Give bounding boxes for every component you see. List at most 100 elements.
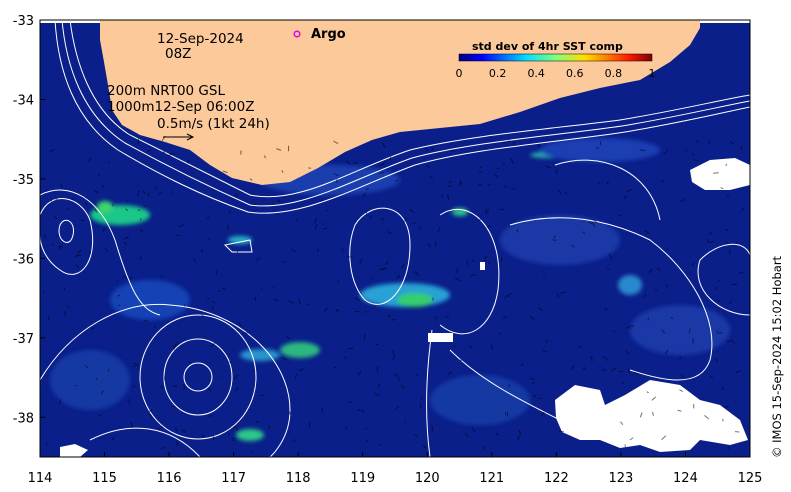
current-vector [656,267,661,272]
current-vector [321,407,324,413]
current-vector [222,170,228,174]
current-vector [478,170,482,174]
current-vector [665,349,669,354]
current-vector [345,426,348,430]
current-vector [314,224,318,229]
current-vector [268,425,271,429]
current-vector [469,345,473,349]
current-vector [290,248,297,253]
current-vector [716,329,719,334]
current-vector [365,427,368,430]
current-vector [386,231,392,234]
current-vector [601,369,607,371]
current-vector [588,221,593,225]
current-vector [688,328,691,334]
current-vector [333,366,337,369]
current-vector [661,435,667,441]
current-vector [619,370,624,373]
x-tick-label: 125 [738,471,763,486]
current-vector [235,193,238,197]
current-vector [590,356,593,362]
current-vector [254,297,257,301]
current-vector [63,287,66,291]
current-vector [626,188,633,193]
current-vector [502,316,507,320]
current-vector [365,438,370,443]
current-vector [49,148,56,152]
argo-marker-icon [293,30,301,38]
current-vector [111,436,116,441]
current-vector [389,156,392,161]
current-vector [648,268,653,274]
current-vector [639,149,646,152]
current-vector [736,369,741,374]
current-vector [76,249,82,255]
current-vector [186,159,190,164]
current-vector [611,367,617,372]
current-vector [323,307,328,313]
current-vector [235,387,239,392]
current-vector [485,209,487,215]
current-vector [472,427,476,433]
current-vector [56,234,59,238]
current-vector [143,319,148,322]
current-vector [663,151,666,155]
current-vector [599,141,602,145]
current-vector [557,189,562,195]
x-tick-label: 115 [92,471,117,486]
current-vector [604,308,608,311]
current-vector [292,438,297,443]
current-vector [222,287,227,291]
current-vector [255,257,261,261]
x-tick-label: 118 [286,471,311,486]
current-vector [228,361,232,364]
current-vector [288,300,294,304]
current-vector [59,245,63,248]
current-vector [382,142,386,148]
current-vector [94,189,99,194]
current-vector [677,409,682,412]
current-vector [286,336,290,340]
current-vector [359,258,363,265]
current-vector [348,401,353,404]
current-vector [377,383,381,388]
velocity-scale-arrow-icon [163,133,195,141]
current-vector [646,391,649,394]
x-tick-label: 120 [415,471,440,486]
y-tick-label: -36 [13,252,34,267]
current-vector [570,365,575,370]
current-vector [175,427,178,432]
current-vector [295,374,297,379]
current-vector [633,371,640,375]
current-vector [726,340,731,342]
current-vector [162,151,166,154]
current-vector [227,432,231,436]
current-vector [218,290,222,293]
current-vector [715,358,718,363]
current-vector [626,326,631,329]
current-vector [385,260,389,265]
current-vector [403,218,408,223]
current-vector [537,144,541,148]
current-vector [94,208,98,213]
current-vector [249,178,253,181]
current-vector [357,370,362,376]
current-vector [584,367,586,370]
x-tick-label: 122 [544,471,569,486]
current-vector [48,315,50,321]
current-vector [533,394,537,398]
current-vector [334,173,339,177]
current-vector [725,228,729,232]
current-vector [601,355,607,360]
current-vector [510,158,515,165]
current-vector [274,298,279,302]
current-vector [355,310,361,313]
y-axis: -33 -34 -35 -36 -37 -38 [13,14,45,426]
current-vector [175,234,180,237]
current-vector [448,180,452,184]
current-vector [320,199,323,202]
current-vector [571,244,575,248]
current-vector [264,155,266,159]
current-vector [422,444,427,450]
current-vector [365,211,368,216]
